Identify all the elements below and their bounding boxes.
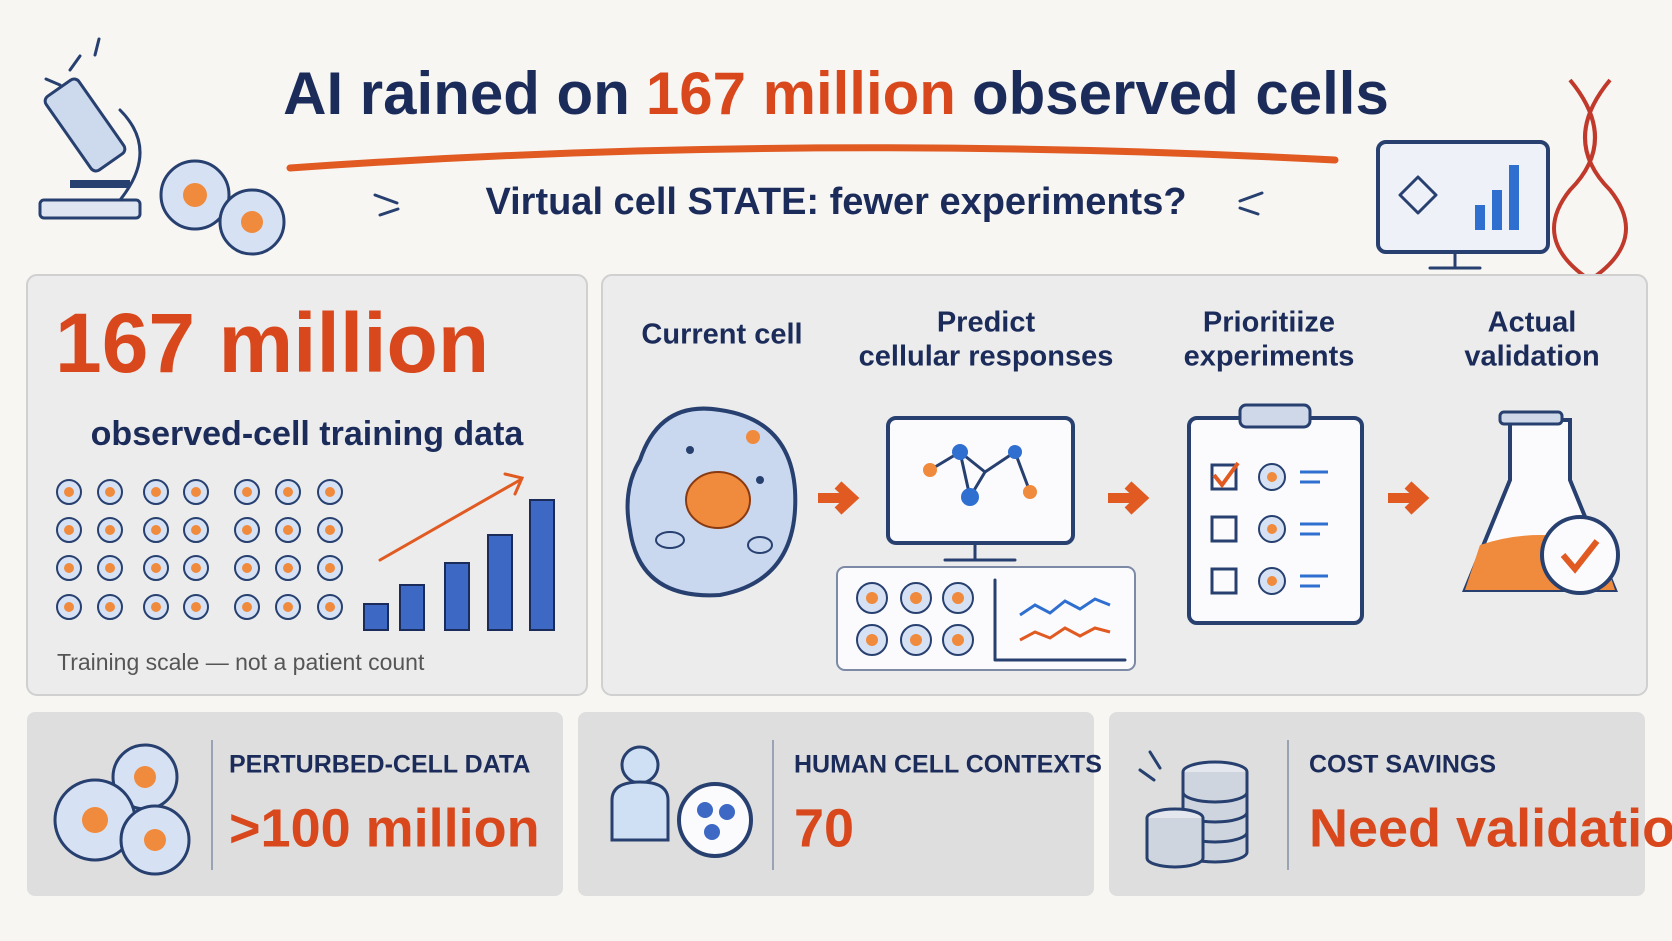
cell-nucleus: [325, 602, 335, 612]
cell-nucleus: [191, 602, 201, 612]
scale-caption: Training scale — not a patient count: [57, 649, 425, 675]
mini-nucleus: [910, 592, 922, 604]
cell-cluster-icon: [53, 743, 191, 876]
step-label: experiments: [1184, 341, 1355, 373]
mini-nucleus: [910, 634, 922, 646]
cell-nucleus: [283, 602, 293, 612]
cell-nucleus: [242, 563, 252, 573]
stat-label: HUMAN CELL CONTEXTS: [794, 751, 1102, 779]
stat-dividers: [211, 740, 1289, 870]
cell-nucleus: [242, 525, 252, 535]
cell-nucleus: [105, 525, 115, 535]
step-label: validation: [1464, 341, 1599, 373]
step-label: Prioritiize: [1203, 307, 1335, 339]
monitor-icon: [1376, 140, 1550, 270]
flow-arrows: [818, 481, 1430, 515]
stat-value: >100 million: [229, 798, 540, 858]
mini-nucleus: [866, 634, 878, 646]
cell-nucleus: [325, 525, 335, 535]
cell-nucleus: [191, 487, 201, 497]
cell-nucleus: [191, 525, 201, 535]
step-label: Predict: [937, 307, 1036, 339]
title-part: observed cells: [972, 60, 1389, 127]
cell-nucleus: [105, 487, 115, 497]
cell-nucleus: [283, 525, 293, 535]
cell-grid: [56, 479, 343, 620]
step-label: Current cell: [641, 319, 802, 351]
stat-label: PERTURBED-CELL DATA: [229, 751, 530, 779]
stats: PERTURBED-CELL DATA >100 million HUMAN CEL…: [229, 751, 1672, 859]
mini-nucleus: [952, 592, 964, 604]
title-part: AI rained on: [283, 60, 630, 127]
coins-icon: [1138, 750, 1249, 869]
current-cell-icon: [625, 406, 798, 598]
cell-nucleus: [283, 487, 293, 497]
step-label: Actual: [1488, 307, 1577, 339]
dna-icon: [1552, 78, 1628, 282]
cell-nucleus: [283, 563, 293, 573]
cell-nucleus: [151, 563, 161, 573]
subtitle: Virtual cell STATE: fewer experiments?: [485, 181, 1186, 223]
cell-nucleus: [64, 487, 74, 497]
cell-nucleus: [325, 487, 335, 497]
cell-nucleus: [105, 602, 115, 612]
flask-icon: [1462, 410, 1620, 595]
mini-nucleus: [952, 634, 964, 646]
cell-nucleus: [105, 563, 115, 573]
scale-headline: 167 million: [55, 296, 489, 390]
scale-subhead: observed-cell training data: [91, 415, 525, 453]
growth-bars: [363, 472, 555, 631]
cell-nucleus: [64, 525, 74, 535]
cell-nucleus: [64, 563, 74, 573]
stat-value: 70: [794, 798, 854, 858]
title-underline: [286, 144, 1339, 172]
clipboard-icon: [1187, 403, 1364, 625]
microscope-icon: [38, 37, 142, 220]
cell-pair-icon: [159, 159, 286, 256]
cell-nucleus: [151, 602, 161, 612]
cell-nucleus: [242, 487, 252, 497]
cell-nucleus: [325, 563, 335, 573]
cell-nucleus: [151, 525, 161, 535]
cell-nucleus: [151, 487, 161, 497]
cell-nucleus: [242, 602, 252, 612]
mini-nucleus: [866, 592, 878, 604]
cell-nucleus: [64, 602, 74, 612]
cell-nucleus: [191, 563, 201, 573]
title: AI rained on 167 million observed cells: [283, 60, 1389, 127]
accent-strokes: [373, 191, 1264, 217]
stat-value: Need validation: [1309, 798, 1672, 858]
title-highlight: 167 million: [646, 60, 956, 127]
person-icon: [610, 745, 753, 858]
mini-cells: [856, 582, 974, 656]
step-label: cellular responses: [859, 341, 1114, 373]
stat-label: COST SAVINGS: [1309, 751, 1496, 779]
